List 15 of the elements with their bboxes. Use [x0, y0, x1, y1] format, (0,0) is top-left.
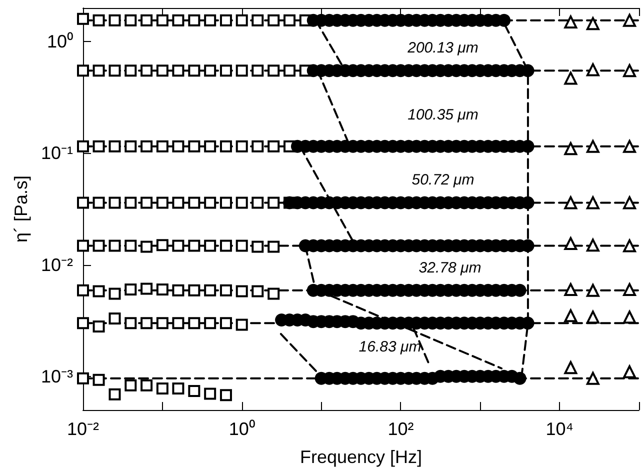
y-tick-label: 10⁻³ — [40, 366, 74, 386]
annotation: 16.83 μm — [358, 338, 422, 356]
annotation: 200.13 μm — [406, 40, 478, 56]
y-tick-label: 10⁰ — [46, 32, 73, 52]
x-axis-title: Frequency [Hz] — [300, 447, 422, 467]
y-tick-label: 10⁻¹ — [40, 143, 74, 164]
y-tick-label: 10⁻² — [40, 254, 74, 275]
annotation: 50.72 μm — [412, 172, 474, 188]
x-tick-label: 10⁰ — [228, 419, 255, 439]
y-axis-title: η´ [Pa.s] — [11, 175, 32, 243]
annotation: 100.35 μm — [408, 106, 478, 124]
x-tick-label: 10⁴ — [546, 419, 574, 439]
annotation: 32.78 μm — [418, 260, 482, 276]
x-tick-label: 10² — [388, 419, 414, 439]
x-tick-label: 10⁻² — [66, 419, 100, 439]
